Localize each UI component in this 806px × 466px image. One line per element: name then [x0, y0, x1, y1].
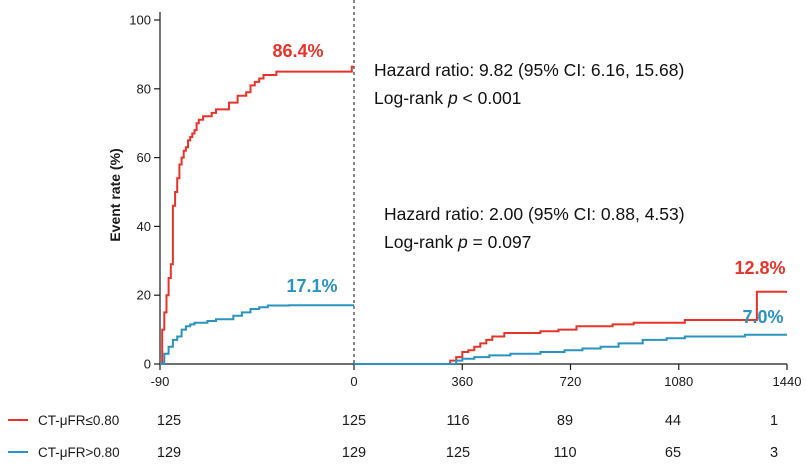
y-tick-label: 20: [137, 288, 151, 303]
risk-row-label: CT-μFR≤0.80: [38, 413, 119, 428]
risk-value: 125: [157, 413, 181, 429]
risk-value: 125: [446, 445, 470, 461]
risk-row-label: CT-μFR>0.80: [38, 445, 120, 460]
y-tick-label: 0: [144, 357, 151, 372]
x-tick-label: 1440: [773, 374, 802, 389]
risk-value: 44: [665, 413, 681, 429]
left-logrank: Log-rank p < 0.001: [374, 88, 521, 108]
y-tick-label: 60: [137, 150, 151, 165]
end-percentage-label: 86.4%: [272, 41, 323, 61]
right-curve-low-ctufr: [354, 290, 787, 365]
event-curves: [160, 65, 787, 365]
end-percentage-labels: 86.4% 17.1% 12.8% 7.0%: [272, 41, 785, 327]
y-tick-label: 40: [137, 219, 151, 234]
risk-value: 3: [770, 445, 778, 461]
end-percentage-label: 17.1%: [286, 276, 337, 296]
x-tick-label: -90: [151, 374, 170, 389]
risk-value: 129: [157, 445, 181, 461]
y-tick-label: 80: [137, 81, 151, 96]
risk-value: 125: [342, 413, 366, 429]
risk-value: 65: [665, 445, 681, 461]
risk-value: 110: [553, 445, 576, 461]
x-tick-label: 720: [560, 374, 582, 389]
right-hazard-ratio: Hazard ratio: 2.00 (95% CI: 0.88, 4.53): [384, 204, 685, 224]
end-percentage-label: 12.8%: [734, 258, 785, 278]
hazard-ratio-annotations: Hazard ratio: 9.82 (95% CI: 6.16, 15.68)…: [374, 60, 685, 252]
right-logrank: Log-rank p = 0.097: [384, 232, 531, 252]
end-percentage-label: 7.0%: [742, 307, 783, 327]
right-curve-high-ctufr: [354, 333, 787, 365]
x-tick-label: 0: [350, 374, 357, 389]
y-axis-title: Event rate (%): [107, 148, 123, 241]
left-curve-low-ctufr: [160, 65, 354, 365]
risk-value: 116: [446, 413, 469, 429]
left-hazard-ratio: Hazard ratio: 9.82 (95% CI: 6.16, 15.68): [374, 60, 684, 80]
y-tick-label: 100: [129, 13, 151, 28]
x-axis: -90 0 360 720 1080 1440: [151, 363, 802, 389]
y-axis: 0 20 40 60 80 100: [129, 12, 161, 372]
left-curve-high-ctufr: [160, 304, 354, 365]
risk-value: 89: [557, 413, 573, 429]
risk-value: 129: [342, 445, 366, 461]
x-tick-label: 360: [451, 374, 473, 389]
risk-value: 1: [770, 413, 778, 429]
x-tick-label: 1080: [664, 374, 693, 389]
number-at-risk-table: CT-μFR≤0.80 125 125 116 89 44 1 CT-μFR>0.80 129 1…: [8, 413, 778, 461]
